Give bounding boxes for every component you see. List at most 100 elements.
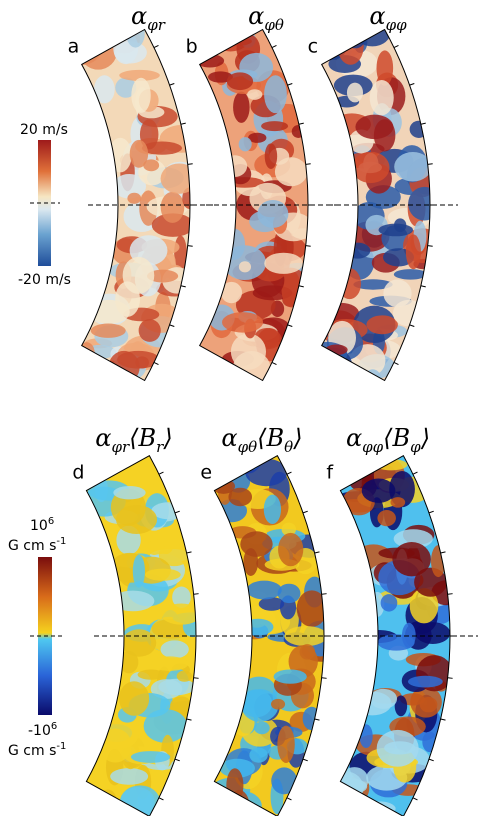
tick bbox=[428, 510, 434, 514]
pattern bbox=[369, 80, 394, 116]
pattern bbox=[248, 132, 267, 143]
pattern bbox=[405, 234, 421, 270]
pattern bbox=[158, 543, 190, 567]
colorbar-min: -106 bbox=[28, 721, 57, 739]
pattern bbox=[96, 722, 139, 750]
pattern bbox=[340, 801, 361, 816]
title-field: ⟨B bbox=[257, 424, 284, 452]
pattern bbox=[212, 362, 234, 381]
pattern bbox=[90, 323, 126, 338]
pattern bbox=[238, 137, 252, 152]
pattern bbox=[247, 89, 263, 100]
tick bbox=[321, 593, 327, 595]
title-symbol: α bbox=[131, 2, 147, 30]
panel bbox=[340, 455, 450, 816]
title-field-subscript: φ bbox=[410, 438, 421, 456]
pattern bbox=[338, 268, 361, 300]
panel-outline bbox=[85, 454, 197, 816]
panel-letter: b bbox=[186, 35, 198, 57]
panel-outline bbox=[320, 28, 431, 382]
tick bbox=[440, 551, 446, 554]
title-field: ⟨B bbox=[129, 424, 156, 452]
pattern bbox=[340, 771, 364, 804]
pattern bbox=[115, 77, 137, 98]
tick bbox=[180, 285, 186, 288]
pattern bbox=[277, 725, 295, 763]
pattern bbox=[419, 696, 438, 713]
tick bbox=[287, 324, 293, 327]
tick bbox=[174, 510, 180, 514]
pattern bbox=[137, 669, 165, 680]
pattern bbox=[401, 622, 416, 648]
pattern bbox=[233, 91, 250, 123]
pattern bbox=[208, 71, 233, 83]
tick bbox=[393, 44, 399, 49]
pattern bbox=[87, 357, 116, 381]
pattern bbox=[226, 768, 244, 803]
pattern bbox=[431, 545, 446, 578]
pattern bbox=[108, 350, 140, 381]
pattern bbox=[144, 568, 181, 581]
pattern bbox=[254, 721, 270, 735]
pattern bbox=[407, 675, 443, 688]
pattern bbox=[366, 315, 398, 335]
tick bbox=[420, 122, 426, 125]
title-field-subscript: r bbox=[156, 438, 164, 456]
pattern bbox=[302, 706, 321, 731]
title-symbol: α bbox=[248, 2, 264, 30]
pattern bbox=[363, 369, 382, 381]
pattern bbox=[291, 125, 305, 138]
pattern bbox=[246, 580, 282, 600]
pattern bbox=[114, 41, 147, 64]
pattern bbox=[361, 801, 396, 816]
colorbar-min: -20 m/s bbox=[18, 272, 71, 288]
pattern bbox=[141, 141, 183, 155]
colorbar-unit: G cm s-1 bbox=[8, 741, 66, 759]
pattern bbox=[242, 618, 274, 636]
tick bbox=[287, 83, 293, 86]
pattern bbox=[94, 75, 115, 104]
title-subscript: φθ bbox=[264, 16, 284, 34]
title-symbol: α bbox=[95, 424, 111, 452]
colorbar-unit: G cm s-1 bbox=[8, 536, 66, 554]
pattern bbox=[270, 698, 286, 710]
pattern bbox=[108, 137, 132, 173]
tick bbox=[169, 83, 175, 86]
pattern bbox=[373, 119, 396, 152]
title-subscript: φr bbox=[111, 438, 130, 456]
pattern bbox=[176, 670, 193, 682]
pattern bbox=[81, 342, 95, 364]
tick bbox=[314, 718, 320, 721]
pattern bbox=[393, 529, 433, 549]
pattern bbox=[199, 352, 215, 367]
panel-title: αφr⟨Br⟩ bbox=[95, 424, 172, 456]
panel-title: αφθ⟨Bθ⟩ bbox=[221, 424, 302, 456]
title-subscript: φφ bbox=[362, 438, 384, 456]
tick bbox=[305, 163, 311, 165]
pattern bbox=[90, 29, 133, 41]
title-subscript: φφ bbox=[386, 16, 408, 34]
tick bbox=[409, 324, 415, 327]
tick bbox=[428, 758, 434, 762]
pattern bbox=[321, 29, 344, 56]
tick bbox=[169, 324, 175, 327]
panel-title: αφφ⟨Bφ⟩ bbox=[346, 424, 430, 456]
pattern bbox=[392, 299, 425, 327]
tick bbox=[440, 718, 446, 721]
tick bbox=[314, 551, 320, 554]
pattern bbox=[151, 656, 189, 671]
pattern bbox=[160, 191, 185, 223]
pattern bbox=[238, 261, 252, 273]
pattern bbox=[321, 357, 345, 379]
pattern bbox=[408, 186, 431, 221]
pattern bbox=[351, 151, 390, 184]
pattern bbox=[130, 751, 171, 763]
pattern bbox=[226, 72, 254, 91]
pattern bbox=[274, 157, 308, 187]
title-symbol: α bbox=[221, 424, 237, 452]
pattern bbox=[222, 312, 264, 333]
tick bbox=[174, 758, 180, 762]
pattern bbox=[119, 681, 150, 716]
pattern bbox=[415, 622, 450, 645]
